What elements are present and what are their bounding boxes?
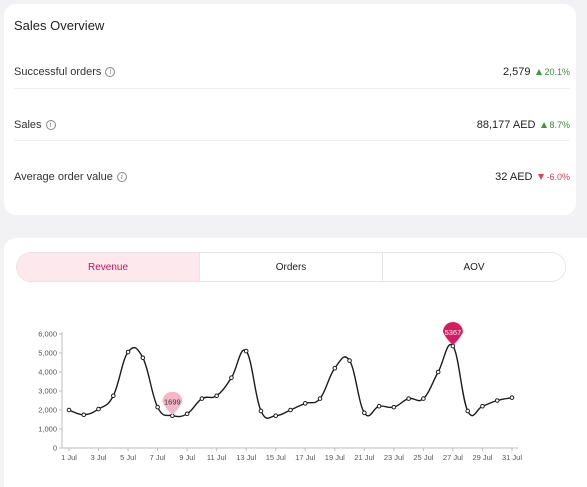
data-point[interactable] [273, 413, 279, 418]
x-axis: 1 Jul 3 Jul 5 Jul 7 Jul 9 Jul 11 Jul 13 Jul 15 … [61, 447, 522, 462]
marker-label: 1699 [164, 398, 181, 407]
min-value-marker[interactable]: 1699 [162, 391, 183, 415]
data-point[interactable] [421, 396, 426, 401]
x-tick-label: 23 Jul [384, 453, 404, 462]
max-value-marker[interactable]: 5367 [442, 322, 463, 346]
info-icon[interactable]: i [116, 172, 127, 182]
metric-sales: Sales i 88,177 AED 8.7% [14, 115, 570, 135]
data-point[interactable] [214, 393, 219, 399]
marker-pin [442, 322, 463, 346]
data-point[interactable] [302, 401, 308, 406]
info-icon[interactable]: i [45, 120, 56, 130]
data-point[interactable] [435, 369, 441, 375]
marker-pin [162, 391, 183, 415]
x-tick-label: 15 Jul [266, 453, 286, 462]
divider [14, 140, 570, 141]
data-point[interactable] [96, 406, 101, 412]
trend-value: 8.7% [549, 120, 570, 130]
y-tick-label: 1,000 [38, 425, 57, 434]
data-point[interactable] [288, 407, 293, 413]
data-point[interactable] [66, 407, 72, 413]
revenue-line [68, 343, 513, 419]
y-tick-label: 6,000 [38, 330, 57, 339]
data-point[interactable] [391, 404, 397, 410]
x-tick-label: 19 Jul [325, 453, 345, 462]
x-tick-label: 7 Jul [150, 453, 166, 462]
revenue-chart-card: Revenue Orders AOV 0 1,000 2,000 3,000 4,000… [4, 238, 587, 487]
x-tick-label: 29 Jul [472, 453, 492, 462]
data-points [66, 343, 515, 419]
x-tick-label: 13 Jul [236, 453, 256, 462]
metric-label: Average order value [14, 171, 113, 183]
y-tick-label: 3,000 [38, 387, 57, 396]
trend-down-icon [538, 174, 545, 180]
y-tick-label: 2,000 [38, 406, 57, 415]
metric-successful-orders: Successful orders i 2,579 20.1% [14, 62, 570, 82]
data-point[interactable] [406, 396, 411, 401]
y-tick-label: 0 [53, 444, 57, 453]
trend-badge: -6.0% [538, 172, 570, 182]
trend-value: -6.0% [546, 172, 570, 182]
sales-overview-title: Sales Overview [14, 18, 105, 33]
data-point[interactable] [155, 404, 160, 410]
marker-label: 5367 [445, 328, 462, 337]
data-point[interactable] [243, 348, 249, 354]
data-point[interactable] [465, 408, 471, 414]
tab-orders[interactable]: Orders [200, 253, 383, 281]
x-tick-label: 31 Jul [502, 453, 522, 462]
metric-value: 2,579 [502, 66, 531, 78]
sales-overview-card: Sales Overview Successful orders i 2,579… [4, 4, 576, 215]
x-tick-label: 25 Jul [413, 453, 433, 462]
data-point[interactable] [81, 412, 87, 418]
data-point[interactable] [317, 396, 323, 401]
revenue-line-chart: 0 1,000 2,000 3,000 4,000 5,000 6,000 1 Jul 3 J… [38, 322, 522, 462]
metric-label: Successful orders [14, 66, 102, 78]
x-tick-label: 9 Jul [179, 453, 195, 462]
data-point[interactable] [347, 358, 352, 363]
data-point[interactable] [494, 398, 500, 403]
metric-value: 88,177 AED [476, 119, 536, 131]
tab-revenue[interactable]: Revenue [17, 253, 200, 281]
trend-up-icon [536, 69, 543, 75]
data-point[interactable] [332, 365, 338, 371]
trend-badge: 20.1% [536, 67, 570, 77]
divider [14, 88, 570, 89]
x-tick-label: 11 Jul [207, 453, 227, 462]
metric-tabs: Revenue Orders AOV [16, 252, 566, 282]
x-tick-label: 3 Jul [91, 453, 107, 462]
peak-markers: 1699 5367 [162, 322, 463, 415]
y-tick-label: 5,000 [38, 349, 57, 358]
tab-aov[interactable]: AOV [383, 253, 565, 281]
x-tick-label: 21 Jul [354, 453, 374, 462]
trend-up-icon [541, 122, 548, 128]
data-point[interactable] [258, 408, 264, 414]
metric-label: Sales [14, 119, 42, 131]
y-tick-label: 4,000 [38, 368, 57, 377]
data-point[interactable] [184, 411, 190, 417]
data-point[interactable] [376, 403, 382, 409]
info-icon[interactable]: i [105, 67, 116, 77]
x-tick-label: 5 Jul [120, 453, 136, 462]
metric-average-order-value: Average order value i 32 AED -6.0% [14, 167, 570, 187]
data-point[interactable] [199, 396, 205, 401]
x-tick-label: 1 Jul [61, 453, 77, 462]
data-point[interactable] [509, 395, 515, 400]
y-axis: 0 1,000 2,000 3,000 4,000 5,000 6,000 [38, 330, 63, 453]
data-point[interactable] [140, 355, 146, 361]
data-point[interactable] [480, 403, 485, 409]
metric-value: 32 AED [495, 171, 533, 183]
x-tick-label: 17 Jul [295, 453, 315, 462]
data-point[interactable] [111, 393, 116, 399]
data-point[interactable] [125, 349, 131, 355]
data-point[interactable] [229, 375, 234, 380]
data-point[interactable] [362, 410, 367, 416]
trend-value: 20.1% [544, 67, 570, 77]
x-tick-label: 27 Jul [443, 453, 463, 462]
trend-badge: 8.7% [541, 120, 570, 130]
